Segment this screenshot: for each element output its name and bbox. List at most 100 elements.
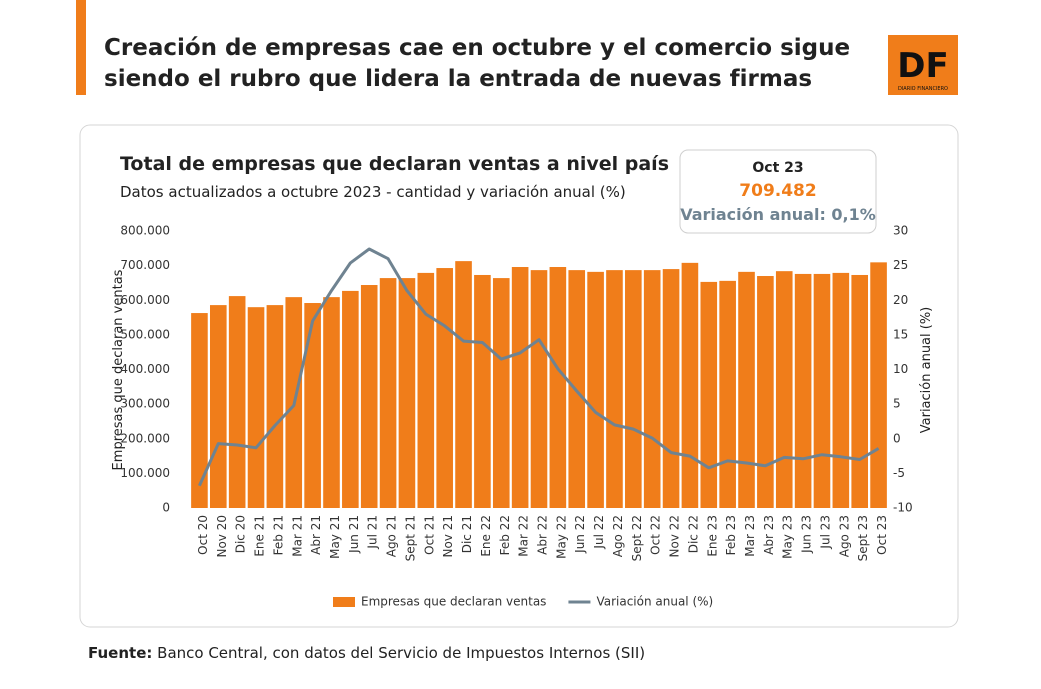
x-tick-label: Ene 22 [479, 515, 493, 557]
y-tick-label: 500.000 [120, 327, 170, 341]
bar [681, 262, 699, 508]
y2-tick-label: 20 [893, 293, 908, 307]
bar [700, 281, 718, 508]
y2-tick-label: 25 [893, 258, 908, 272]
chart-title: Total de empresas que declaran ventas a … [120, 153, 669, 175]
source-text: Banco Central, con datos del Servicio de… [157, 644, 645, 662]
bar [775, 271, 793, 508]
y-tick-label: 100.000 [120, 466, 170, 480]
x-tick-label: Sept 22 [630, 515, 644, 561]
logo [888, 35, 958, 95]
bar [625, 270, 642, 508]
bar [511, 267, 529, 508]
x-tick-label: Ago 22 [611, 515, 625, 557]
bar [719, 280, 736, 508]
x-tick-label: Mar 21 [290, 515, 304, 557]
x-tick-label: Dic 20 [234, 515, 248, 553]
bar [323, 297, 340, 508]
logo-text: DF [897, 46, 948, 86]
x-tick-label: Feb 23 [724, 515, 738, 555]
x-tick-label: Sept 23 [856, 515, 870, 561]
x-tick-label: Jul 23 [818, 515, 832, 550]
bar [455, 261, 472, 508]
legend-swatch [333, 597, 355, 607]
y-tick-label: 400.000 [120, 362, 170, 376]
y-tick-label: 800.000 [120, 224, 170, 238]
y2-tick-label: -5 [893, 466, 905, 480]
y-tick-label: 0 [162, 501, 170, 515]
x-tick-label: Mar 23 [743, 515, 757, 557]
x-tick-label: Nov 22 [668, 515, 682, 558]
bar [342, 290, 359, 508]
x-tick-label: May 21 [328, 515, 342, 559]
bar [228, 296, 246, 508]
x-tick-label: Nov 21 [441, 515, 455, 558]
y-axis-label: Empresas que declaran ventas [111, 269, 126, 470]
bar [209, 305, 227, 508]
x-tick-label: Oct 21 [422, 515, 436, 555]
callout-change: Variación anual: 0,1% [680, 205, 876, 224]
bar [436, 268, 453, 508]
x-tick-label: Abr 23 [762, 515, 776, 555]
bar [360, 285, 378, 508]
callout-period: Oct 23 [752, 160, 803, 176]
y-tick-label: 300.000 [120, 397, 170, 411]
accent-bar [76, 0, 86, 95]
x-tick-label: Abr 21 [309, 515, 323, 555]
x-tick-label: Sept 21 [403, 515, 417, 561]
legend-label: Variación anual (%) [596, 595, 713, 609]
bar [851, 274, 869, 508]
x-tick-label: May 23 [781, 515, 795, 559]
bar [794, 273, 812, 508]
bar [643, 270, 661, 508]
bar [379, 278, 397, 508]
x-tick-label: May 22 [554, 515, 568, 559]
x-tick-label: Nov 20 [215, 515, 229, 558]
x-tick-label: Abr 22 [536, 515, 550, 555]
y2-tick-label: 30 [893, 224, 908, 238]
x-tick-label: Jul 22 [592, 515, 606, 550]
y-tick-label: 200.000 [120, 431, 170, 445]
bar [247, 307, 265, 508]
bar [530, 270, 548, 508]
x-tick-label: Ago 23 [837, 515, 851, 557]
bar [738, 271, 755, 508]
x-tick-label: Oct 22 [649, 515, 663, 555]
x-tick-label: Ene 23 [705, 515, 719, 557]
source: Fuente: Banco Central, con datos del Ser… [88, 644, 645, 662]
bar [191, 313, 208, 508]
bar [304, 303, 321, 508]
y2-axis-label: Variación anual (%) [919, 307, 934, 434]
callout-value: 709.482 [739, 181, 816, 201]
source-label: Fuente: [88, 644, 152, 662]
x-tick-label: Dic 21 [460, 515, 474, 553]
y2-tick-label: 10 [893, 362, 908, 376]
x-tick-label: Ene 21 [253, 515, 267, 557]
y2-tick-label: 5 [893, 397, 901, 411]
bar [549, 267, 567, 508]
y-tick-label: 600.000 [120, 293, 170, 307]
bar [587, 271, 604, 508]
y2-tick-label: -10 [893, 501, 913, 515]
legend-label: Empresas que declaran ventas [361, 595, 546, 609]
y2-tick-label: 0 [893, 431, 901, 445]
x-tick-label: Oct 23 [875, 515, 889, 555]
x-tick-label: Jul 21 [366, 515, 380, 550]
bar [474, 274, 491, 508]
x-tick-label: Ago 21 [385, 515, 399, 557]
bar [662, 269, 680, 508]
headline: siendo el rubro que lidera la entrada de… [104, 66, 812, 92]
bar [398, 278, 416, 508]
x-tick-label: Oct 20 [196, 515, 210, 555]
bar [870, 262, 887, 508]
x-tick-label: Jun 23 [800, 515, 814, 554]
y-tick-label: 700.000 [120, 258, 170, 272]
x-tick-label: Dic 22 [686, 515, 700, 553]
bar [813, 273, 831, 508]
chart-subtitle: Datos actualizados a octubre 2023 - cant… [120, 183, 626, 201]
x-tick-label: Jun 21 [347, 515, 361, 554]
logo-caption: DIARIO FINANCIERO [898, 86, 948, 92]
bar [417, 272, 435, 508]
